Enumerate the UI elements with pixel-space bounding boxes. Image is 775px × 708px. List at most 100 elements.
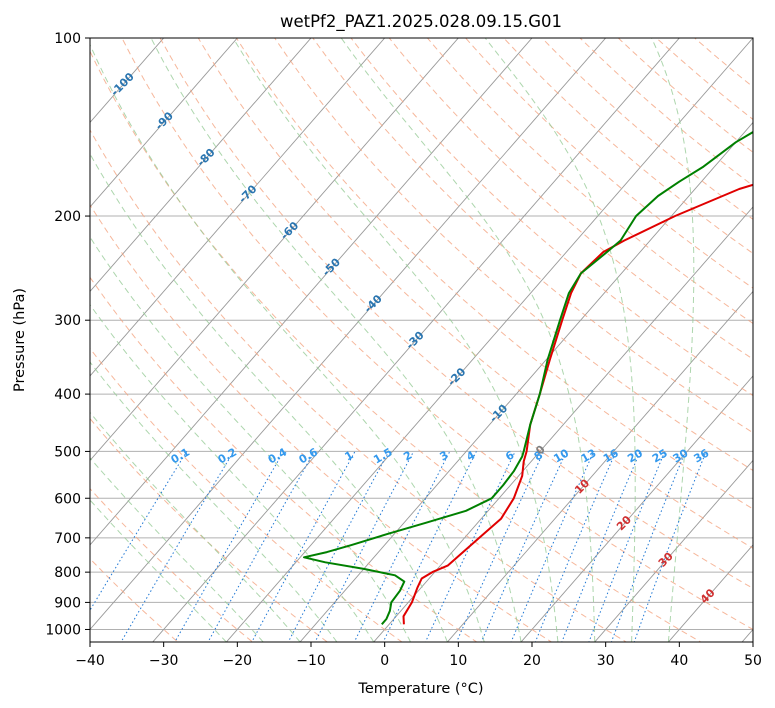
moist-adiabat — [484, 38, 636, 642]
mixing-ratio-label: 1 — [343, 448, 356, 463]
mixing-ratio-line — [456, 451, 545, 642]
isotherm-label: -100 — [108, 70, 137, 99]
mixing-ratio-label: 2 — [401, 448, 414, 463]
mixing-ratio-line — [633, 451, 707, 642]
isotherm-line — [90, 38, 386, 377]
isotherm-line — [90, 38, 312, 293]
dry-adiabat — [617, 38, 753, 153]
moist-adiabat — [651, 38, 695, 642]
dry-adiabat — [90, 203, 553, 642]
x-tick-label: 50 — [744, 653, 762, 669]
mixing-ratio-line — [534, 451, 617, 642]
mixing-ratio-label: 25 — [650, 447, 670, 466]
y-tick-label: 200 — [54, 209, 81, 225]
isotherm-line — [90, 38, 165, 124]
mixing-ratio-line — [610, 451, 686, 642]
mixing-ratio-line — [561, 451, 641, 642]
mixing-ratio-label: 0.6 — [297, 445, 321, 466]
isotherm-line — [446, 290, 753, 642]
dry-adiabat — [197, 38, 753, 549]
dry-adiabat — [274, 38, 753, 472]
dry-adiabat — [90, 50, 702, 642]
chart-title: wetPf2_PAZ1.2025.028.09.15.G01 — [280, 12, 562, 32]
dry-adiabat — [541, 38, 753, 220]
isotherm-line — [594, 459, 753, 642]
mixing-ratio-line — [287, 451, 390, 642]
dry-adiabat — [159, 38, 753, 589]
isotherm-line — [225, 38, 753, 642]
moist-adiabat — [90, 499, 227, 642]
mixing-ratio-line — [424, 451, 516, 642]
isotherm-line — [90, 38, 607, 631]
mixing-ratio-label: 30 — [671, 446, 691, 465]
plot-frame — [89, 37, 754, 643]
temperature-profile-line — [402, 183, 753, 625]
isotherm-line — [90, 38, 533, 546]
y-tick-label: 900 — [54, 595, 81, 611]
x-tick-label: −10 — [296, 653, 326, 669]
x-tick-label: −30 — [149, 653, 179, 669]
x-tick-label: 40 — [670, 653, 688, 669]
isotherm-line — [90, 38, 238, 208]
y-tick-label: 100 — [54, 31, 81, 47]
mixing-ratio-label: 20 — [625, 446, 645, 465]
dry-adiabat — [235, 38, 753, 510]
dry-adiabat — [121, 38, 753, 631]
y-tick-label: 400 — [54, 387, 81, 403]
dry-adiabat — [90, 347, 403, 642]
dry-adiabat — [312, 38, 753, 434]
dry-adiabat — [388, 38, 753, 360]
x-tick-label: 30 — [597, 653, 615, 669]
mixing-ratio-line — [120, 451, 235, 642]
isotherm-line — [373, 206, 753, 642]
mixing-ratio-label: 0.4 — [266, 445, 290, 466]
moist-adiabat — [90, 457, 264, 642]
mixing-ratio-label: 10 — [551, 446, 571, 465]
dewpoint-profile-line — [303, 130, 753, 625]
mixing-ratio-line — [480, 451, 567, 642]
moist-adiabat — [90, 152, 448, 642]
y-tick-label: 300 — [54, 313, 81, 329]
mixing-ratio-line — [382, 451, 477, 642]
y-tick-label: 700 — [54, 531, 81, 547]
dry-adiabat — [503, 38, 753, 255]
isotherm-line — [299, 121, 753, 642]
x-tick-label: −20 — [223, 653, 253, 669]
isotherm-line — [90, 38, 459, 462]
mixing-ratio-line — [174, 451, 285, 642]
mixing-ratio-line — [251, 451, 356, 642]
isotherm-line — [520, 375, 753, 642]
plot-area — [90, 38, 753, 642]
moist-adiabat — [90, 236, 412, 642]
moist-adiabat — [90, 361, 338, 642]
moist-adiabat — [340, 38, 596, 642]
mixing-ratio-line — [510, 451, 595, 642]
moist-adiabat — [232, 38, 559, 642]
x-tick-label: 10 — [449, 653, 467, 669]
moist-adiabat — [90, 411, 301, 642]
x-tick-label: 0 — [380, 653, 389, 669]
x-tick-label: 20 — [523, 653, 541, 669]
moist-adiabat — [90, 43, 485, 642]
x-axis-label: Temperature (°C) — [357, 681, 483, 697]
dry-adiabat — [90, 417, 329, 642]
mixing-ratio-label: 0.2 — [216, 445, 239, 466]
mixing-ratio-label: 36 — [691, 446, 711, 465]
moist-adiabat — [150, 38, 522, 642]
isotherm-line — [152, 38, 680, 642]
y-axis-label: Pressure (hPa) — [12, 288, 28, 392]
y-tick-label: 500 — [54, 444, 81, 460]
x-tick-label: −40 — [75, 653, 105, 669]
mixing-ratio-label: 0.1 — [169, 445, 192, 466]
y-tick-label: 800 — [54, 565, 81, 581]
mixing-ratio-line — [353, 451, 451, 642]
mixing-ratio-line — [207, 451, 315, 642]
moist-adiabat — [90, 303, 375, 642]
mixing-ratio-label: 3 — [438, 448, 451, 463]
y-tick-label: 600 — [54, 491, 81, 507]
dry-adiabat — [693, 38, 753, 88]
dry-adiabat — [90, 128, 628, 642]
dry-adiabat — [350, 38, 753, 397]
mixing-ratio-label: 6 — [503, 448, 516, 463]
